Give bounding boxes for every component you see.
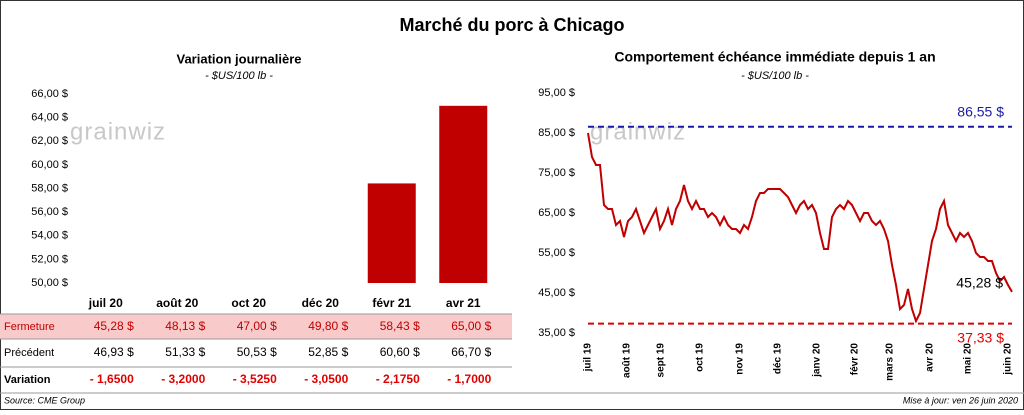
- x-tick-label: juil 20: [88, 296, 123, 310]
- reference-label: 86,55 $: [957, 104, 1004, 120]
- previous-price: 66,70 $: [451, 345, 491, 359]
- price-change: - 3,0500: [304, 372, 348, 386]
- y-tick-label: 50,00 $: [31, 277, 68, 289]
- y-tick-label: 54,00 $: [31, 230, 68, 242]
- source: Source: CME Group: [4, 395, 85, 405]
- y-tick-label: 85,00 $: [538, 127, 575, 139]
- price-change: - 1,7000: [447, 372, 491, 386]
- y-tick-label: 56,00 $: [31, 206, 68, 218]
- x-tick-label: août 20: [156, 296, 198, 310]
- y-tick-label: 35,00 $: [538, 327, 575, 339]
- x-tick-label: mai 20: [963, 343, 974, 375]
- y-tick-label: 45,00 $: [538, 287, 575, 299]
- x-tick-label: nov 19: [735, 343, 746, 375]
- row-label: Précédent: [4, 347, 54, 359]
- previous-price: 51,33 $: [165, 345, 205, 359]
- closing-price: 47,00 $: [237, 319, 277, 333]
- closing-price: 45,28 $: [94, 319, 134, 333]
- y-tick-label: 58,00 $: [31, 182, 68, 194]
- reference-label: 37,33 $: [957, 329, 1004, 345]
- y-tick-label: 55,00 $: [538, 247, 575, 259]
- y-tick-label: 64,00 $: [31, 112, 68, 124]
- y-tick-label: 95,00 $: [538, 87, 575, 99]
- price-change: - 3,2000: [161, 372, 205, 386]
- bar: [367, 183, 416, 283]
- x-tick-label: oct 19: [695, 343, 706, 372]
- watermark: grainwiz: [590, 118, 686, 145]
- x-tick-label: avr 21: [446, 296, 481, 310]
- x-tick-label: mars 20: [885, 343, 896, 381]
- row-label: Variation: [4, 374, 51, 386]
- row-label: Fermeture: [4, 321, 55, 333]
- x-tick-label: févr 21: [372, 296, 411, 310]
- x-tick-label: déc 19: [773, 343, 784, 375]
- page-title: Marché du porc à Chicago: [399, 15, 624, 35]
- price-line: [587, 132, 1013, 324]
- y-tick-label: 52,00 $: [31, 253, 68, 265]
- closing-price: 48,13 $: [165, 319, 205, 333]
- x-tick-label: avr 20: [925, 343, 936, 372]
- x-tick-label: juil 19: [583, 343, 594, 373]
- end-label: 45,28 $: [956, 275, 1003, 291]
- price-change: - 1,6500: [90, 372, 134, 386]
- y-tick-label: 75,00 $: [538, 167, 575, 179]
- y-tick-label: 66,00 $: [31, 88, 68, 100]
- price-change: - 2,1750: [376, 372, 420, 386]
- y-tick-label: 60,00 $: [31, 159, 68, 171]
- x-tick-label: févr 20: [850, 343, 861, 376]
- x-tick-label: janv 20: [812, 343, 823, 378]
- y-tick-label: 62,00 $: [31, 135, 68, 147]
- closing-price: 49,80 $: [308, 319, 348, 333]
- y-tick-label: 65,00 $: [538, 207, 575, 219]
- row-highlight: [0, 314, 512, 339]
- x-tick-label: août 19: [622, 343, 633, 378]
- chart-title: Variation journalière: [177, 51, 302, 66]
- x-tick-label: juin 20: [1003, 343, 1014, 376]
- x-tick-label: déc 20: [302, 296, 340, 310]
- price-change: - 3,5250: [233, 372, 277, 386]
- previous-price: 52,85 $: [308, 345, 348, 359]
- chart-subtitle: - $US/100 lb -: [205, 70, 273, 82]
- chart-title: Comportement échéance immédiate depuis 1…: [614, 49, 935, 65]
- x-tick-label: sept 19: [656, 343, 667, 378]
- watermark: grainwiz: [70, 118, 166, 145]
- bar: [439, 105, 488, 283]
- previous-price: 46,93 $: [94, 345, 134, 359]
- chart-subtitle: - $US/100 lb -: [741, 70, 809, 82]
- closing-price: 58,43 $: [380, 319, 420, 333]
- previous-price: 60,60 $: [380, 345, 420, 359]
- x-tick-label: oct 20: [231, 296, 266, 310]
- closing-price: 65,00 $: [451, 319, 491, 333]
- update-date: Mise à jour: ven 26 juin 2020: [903, 395, 1018, 405]
- previous-price: 50,53 $: [237, 345, 277, 359]
